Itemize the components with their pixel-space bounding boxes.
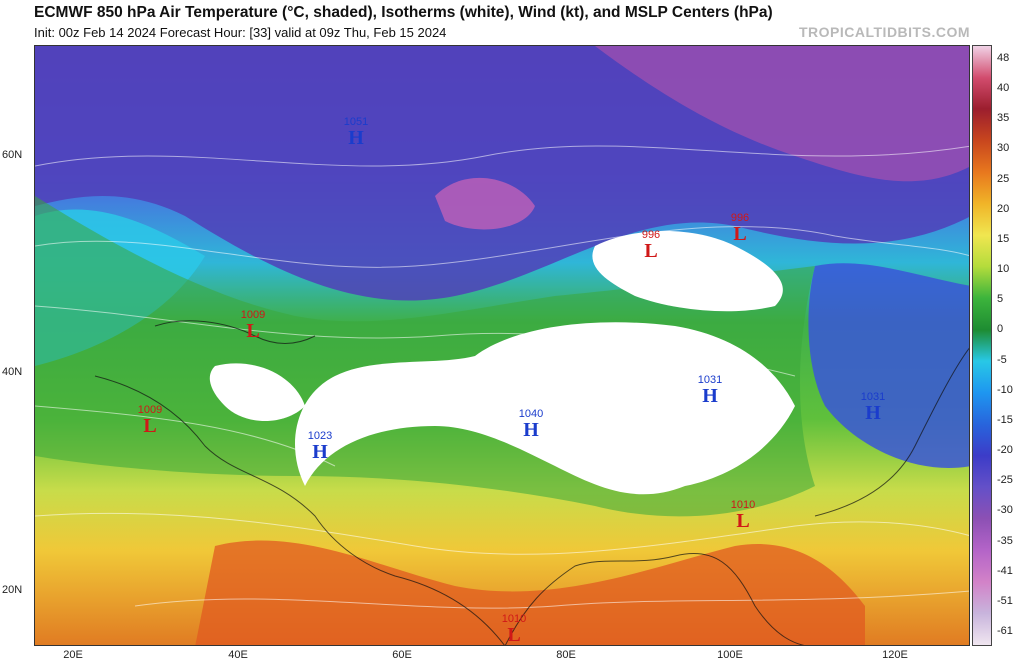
pressure-symbol: H	[865, 402, 881, 424]
chart-title: ECMWF 850 hPa Air Temperature (°C, shade…	[34, 4, 773, 21]
pressure-value: 1031	[860, 391, 886, 403]
warm-region-south	[195, 540, 865, 645]
chart-subtitle: Init: 00z Feb 14 2024 Forecast Hour: [33…	[34, 25, 447, 40]
pressure-center-high: 1040 H	[518, 408, 544, 441]
pressure-value: 996	[730, 212, 750, 224]
lon-label-120e: 120E	[882, 649, 908, 661]
lat-label-60n: 60N	[2, 149, 23, 161]
colorbar-tick-label: -15	[997, 413, 1013, 426]
pressure-value: 1051	[343, 116, 369, 128]
terrain-mask	[295, 322, 795, 495]
colorbar-tick-label: 0	[997, 323, 1004, 336]
colorbar-tick-label: -41	[997, 564, 1013, 577]
pressure-center-low: 1009 L	[240, 309, 266, 342]
pressure-center-low: 1010 L	[730, 499, 756, 532]
pressure-center-high: 1023 H	[307, 430, 333, 463]
colorbar-tick-label: -25	[997, 474, 1013, 487]
colorbar-tick-label: 48	[997, 52, 1010, 64]
site-watermark: TROPICALTIDBITS.COM	[798, 24, 970, 40]
lat-label-20n: 20N	[2, 584, 23, 596]
cold-region-core	[435, 177, 535, 230]
lon-label-60e: 60E	[392, 649, 412, 661]
pressure-value: 1009	[240, 309, 266, 321]
colorbar-tick-label: -51	[997, 594, 1013, 607]
pressure-symbol: L	[246, 320, 260, 342]
pressure-value: 1023	[307, 430, 333, 442]
lon-label-40e: 40E	[228, 649, 248, 661]
colorbar-tick-label: -30	[997, 504, 1013, 517]
colorbar-tick-label: -61	[997, 625, 1013, 637]
colorbar-tick-label: 5	[997, 293, 1004, 306]
colorbar-tick-label: 35	[997, 112, 1010, 125]
pressure-center-high: 1051 H	[343, 116, 369, 149]
lat-label-40n: 40N	[2, 366, 23, 378]
temperature-map	[34, 45, 970, 646]
pressure-value: 1010	[501, 613, 527, 625]
pressure-symbol: H	[523, 419, 539, 441]
cold-region-northeast	[595, 46, 969, 182]
pressure-symbol: L	[644, 240, 658, 262]
pressure-center-low: 1009 L	[137, 404, 163, 437]
terrain-mask-west	[209, 363, 305, 421]
pressure-value: 1031	[697, 374, 723, 386]
lon-label-20e: 20E	[63, 649, 83, 661]
lon-label-80e: 80E	[556, 649, 576, 661]
pressure-symbol: H	[312, 441, 328, 463]
pressure-symbol: H	[702, 385, 718, 407]
colorbar-tick-label: 15	[997, 232, 1010, 245]
pressure-value: 1040	[518, 408, 544, 420]
pressure-value: 996	[641, 229, 661, 241]
colorbar-tick-label: 30	[997, 142, 1010, 155]
pressure-symbol: L	[507, 624, 521, 646]
terrain-mask-north	[592, 231, 783, 312]
isotherm-lines	[35, 145, 969, 609]
pressure-center-high: 1031 H	[697, 374, 723, 407]
pressure-center-low: 1010 L	[501, 613, 527, 646]
colorbar-tick-label: -35	[997, 534, 1013, 547]
pressure-symbol: L	[733, 223, 747, 245]
colorbar-tick-label: -10	[997, 383, 1013, 396]
cold-region-east	[808, 263, 969, 468]
pressure-center-high: 1031 H	[860, 391, 886, 424]
pressure-value: 1010	[730, 499, 756, 511]
colorbar-tick-label: 40	[997, 82, 1010, 95]
temperature-colorbar	[972, 45, 992, 646]
colorbar-tick-label: 25	[997, 172, 1010, 185]
pressure-center-low: 996 L	[641, 229, 661, 262]
pressure-symbol: H	[348, 127, 364, 149]
pressure-symbol: L	[143, 415, 157, 437]
colorbar-tick-label: 10	[997, 263, 1010, 276]
colorbar-tick-label: -20	[997, 444, 1013, 457]
pressure-symbol: L	[736, 510, 750, 532]
pressure-value: 1009	[137, 404, 163, 416]
colorbar-tick-label: 20	[997, 202, 1010, 215]
pressure-center-low: 996 L	[730, 212, 750, 245]
coastlines	[94, 320, 969, 645]
map-canvas	[35, 46, 969, 645]
colorbar-tick-label: -5	[997, 353, 1007, 366]
lon-label-100e: 100E	[717, 649, 743, 661]
